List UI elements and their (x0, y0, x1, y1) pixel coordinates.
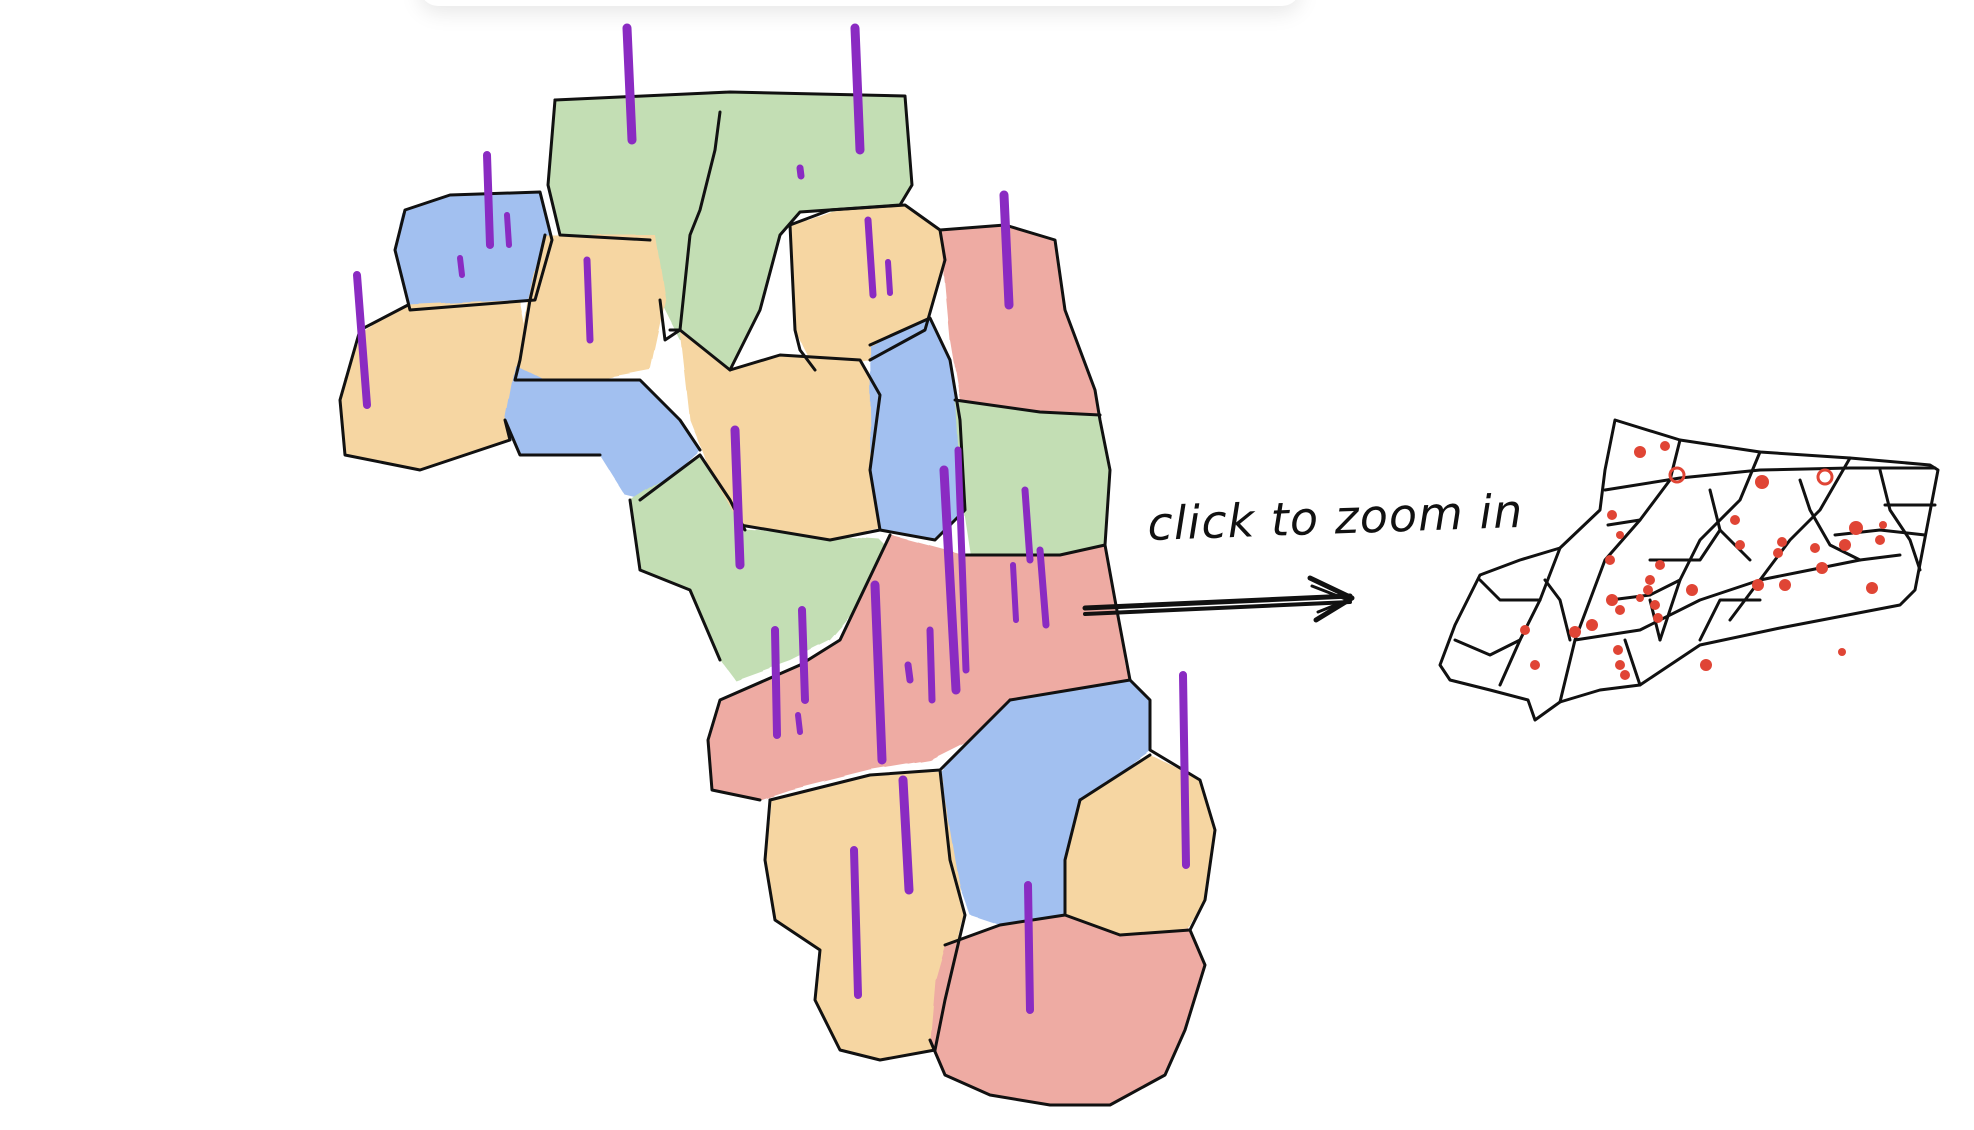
region-orange-left-center[interactable] (520, 235, 665, 390)
region-orange-lower-right[interactable] (1065, 755, 1215, 935)
region-green-top[interactable] (548, 92, 912, 370)
region-green-left[interactable] (630, 455, 900, 680)
toolbar-shadow (420, 0, 1300, 6)
region-red-middle[interactable] (708, 535, 1130, 800)
region-red-right[interactable] (940, 225, 1100, 420)
region-orange-center[interactable] (680, 330, 880, 540)
zoom-detail-points (1520, 441, 1887, 680)
region-green-right[interactable] (955, 400, 1110, 555)
region-orange-lower-left[interactable] (765, 770, 965, 1060)
region-blue-lower[interactable] (940, 680, 1150, 925)
zoom-hint[interactable]: click to zoom in (1082, 484, 1524, 623)
spike-bars (353, 23, 1190, 1014)
region-red-bottom[interactable] (930, 915, 1205, 1105)
right-arrow-icon (1082, 575, 1355, 623)
zoom-label: click to zoom in (1146, 484, 1524, 551)
region-borders (338, 90, 1217, 1107)
region-blue-mid[interactable] (505, 365, 700, 500)
zoom-detail-map[interactable] (1438, 418, 1940, 722)
region-orange-left[interactable] (340, 300, 535, 470)
region-blue-left[interactable] (395, 192, 552, 310)
